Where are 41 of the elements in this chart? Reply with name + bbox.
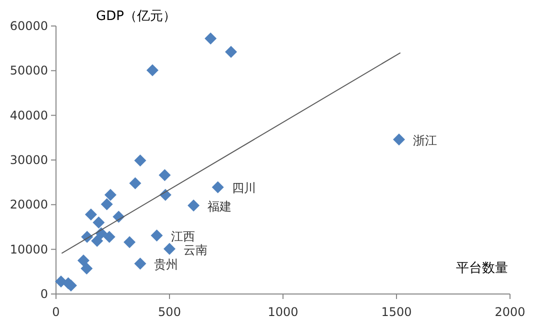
point	[84, 208, 97, 220]
annotation: 江西	[170, 229, 195, 244]
point	[225, 46, 238, 58]
point	[134, 258, 146, 270]
point	[80, 262, 93, 275]
x-tick-label: 1500	[381, 305, 412, 319]
point	[129, 177, 142, 190]
y-tick-label: 40000	[10, 108, 48, 122]
point	[212, 181, 224, 194]
annotation: 四川	[232, 181, 256, 196]
y-tick-label: 20000	[10, 198, 48, 212]
x-tick-label: 500	[158, 305, 181, 319]
point	[77, 254, 90, 266]
point	[146, 64, 158, 76]
annotation: 福建	[208, 200, 232, 214]
annotation: 云南	[184, 242, 208, 257]
point	[104, 188, 116, 201]
point	[164, 242, 176, 255]
y-tick-label: 50000	[10, 64, 48, 78]
point	[188, 200, 200, 212]
point	[150, 229, 163, 242]
annotation: 浙江	[412, 133, 437, 148]
y-tick-label: 60000	[10, 19, 48, 33]
x-axis-title: 平台数量	[456, 261, 508, 276]
y-tick-label: 0	[40, 287, 48, 301]
x-tick-label: 1000	[268, 305, 298, 319]
point	[103, 230, 116, 243]
point	[92, 216, 105, 229]
point	[100, 198, 113, 210]
point	[392, 133, 405, 146]
y-tick-label: 10000	[10, 242, 48, 256]
annotation: 贵州	[154, 258, 178, 272]
point	[204, 32, 217, 45]
point	[91, 234, 104, 247]
point	[134, 154, 146, 166]
point	[158, 169, 171, 182]
point	[124, 236, 136, 248]
y-axis-title: GDP（亿元）	[96, 9, 176, 24]
x-tick-label: 2000	[494, 305, 526, 319]
x-tick-label: 0	[52, 305, 60, 319]
y-tick-label: 30000	[10, 153, 48, 167]
